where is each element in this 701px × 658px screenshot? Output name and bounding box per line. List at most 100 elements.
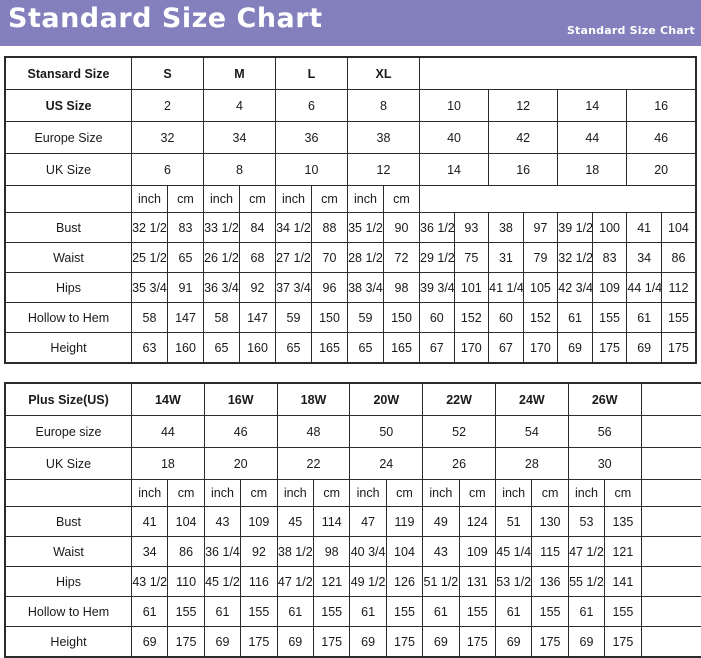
row-label-header: Plus Size(US) <box>4 382 132 416</box>
measurement-value: 92 <box>239 272 276 303</box>
measurement-value: 38 3/4 <box>347 272 384 303</box>
measurement-value: 43 1/2 <box>130 566 169 597</box>
measurement-value: 39 1/2 <box>557 212 593 243</box>
table-row: Hips 43 1/2 110 45 1/2 116 47 1/2 121 49 1/2 126… <box>4 566 701 597</box>
unit-header: inch <box>275 185 312 213</box>
unit-header: cm <box>167 185 204 213</box>
size-group-header: 18W <box>276 382 351 416</box>
table-row: Waist 25 1/2 65 26 1/2 68 27 1/2 70 28 1/2 72 29 … <box>4 242 697 273</box>
measurement-value: 69 <box>422 626 460 658</box>
size-value: 56 <box>567 415 642 448</box>
empty-cell <box>640 479 701 507</box>
measurement-value: 61 <box>203 596 242 627</box>
measurement-value: 93 <box>453 212 490 243</box>
row-label: UK Size <box>4 447 132 480</box>
unit-header: inch <box>130 479 169 507</box>
row-label: Hips <box>4 566 132 597</box>
measurement-value: 61 <box>130 596 169 627</box>
plus-size-table: Plus Size(US) 14W 16W 18W 20W 22W 24W 26W Europe… <box>4 382 701 658</box>
measurement-value: 175 <box>167 626 205 658</box>
unit-header: inch <box>203 185 240 213</box>
unit-header: inch <box>567 479 606 507</box>
table-row: US Size 2 4 6 8 10 12 14 16 <box>4 89 697 122</box>
size-value: 30 <box>567 447 642 480</box>
table-row: UK Size 18 20 22 24 26 28 30 <box>4 447 701 480</box>
unit-header: cm <box>311 185 348 213</box>
table-row: Bust 41 104 43 109 45 114 47 119 49 124 51 130 53 135 <box>4 506 701 537</box>
page-title: Standard Size Chart <box>8 3 323 34</box>
measurement-value: 67 <box>488 332 524 364</box>
size-value: 50 <box>349 415 424 448</box>
measurement-value: 44 1/4 <box>626 272 662 303</box>
measurement-value: 155 <box>531 596 569 627</box>
measurement-value: 33 1/2 <box>203 212 240 243</box>
size-value: 44 <box>557 121 628 154</box>
measurement-value: 25 1/2 <box>131 242 168 273</box>
size-value: 46 <box>626 121 697 154</box>
measurement-value: 147 <box>167 302 204 333</box>
size-value: 8 <box>203 153 276 186</box>
measurement-value: 124 <box>458 506 496 537</box>
table-row: Europe size 44 46 48 50 52 54 56 <box>4 415 701 448</box>
size-group-header: 24W <box>494 382 569 416</box>
size-value: 34 <box>203 121 276 154</box>
size-group-header: S <box>131 56 204 90</box>
unit-header: inch <box>349 479 387 507</box>
measurement-value: 41 1/4 <box>488 272 524 303</box>
measurement-value: 86 <box>660 242 697 273</box>
unit-header: inch <box>131 185 168 213</box>
size-value: 48 <box>276 415 351 448</box>
row-label: Europe size <box>4 415 132 448</box>
measurement-value: 83 <box>591 242 628 273</box>
measurement-value: 155 <box>604 596 642 627</box>
measurement-value: 98 <box>312 536 351 567</box>
unit-header: cm <box>240 479 278 507</box>
measurement-value: 32 1/2 <box>131 212 168 243</box>
measurement-value: 116 <box>240 566 278 597</box>
measurement-value: 61 <box>567 596 606 627</box>
measurement-value: 175 <box>604 626 642 658</box>
size-value: 14 <box>557 89 628 122</box>
row-label: Hips <box>4 272 132 303</box>
size-value: 54 <box>494 415 569 448</box>
measurement-value: 47 <box>349 506 387 537</box>
measurement-value: 41 <box>130 506 169 537</box>
measurement-value: 75 <box>453 242 490 273</box>
size-value: 26 <box>422 447 496 480</box>
measurement-value: 175 <box>312 626 351 658</box>
unit-header: cm <box>383 185 420 213</box>
measurement-value: 53 1/2 <box>494 566 533 597</box>
unit-header: cm <box>385 479 424 507</box>
page-banner: Standard Size Chart Standard Size Chart <box>0 0 701 46</box>
measurement-value: 43 <box>203 506 242 537</box>
measurement-value: 86 <box>167 536 205 567</box>
unit-header: cm <box>458 479 496 507</box>
measurement-value: 88 <box>311 212 348 243</box>
measurement-value: 65 <box>347 332 384 364</box>
measurement-value: 55 1/2 <box>567 566 606 597</box>
table-row: Waist 34 86 36 1/4 92 38 1/2 98 40 3/4 104 43 109 4… <box>4 536 701 567</box>
size-group-header: XL <box>347 56 420 90</box>
measurement-value: 100 <box>591 212 628 243</box>
table-row: Hollow to Hem 61 155 61 155 61 155 61 155 61 155 61… <box>4 596 701 627</box>
measurement-value: 69 <box>626 332 662 364</box>
measurement-value: 72 <box>383 242 420 273</box>
measurement-value: 91 <box>167 272 204 303</box>
measurement-value: 61 <box>349 596 387 627</box>
measurement-value: 35 3/4 <box>131 272 168 303</box>
measurement-value: 104 <box>167 506 205 537</box>
unit-header: inch <box>347 185 384 213</box>
measurement-value: 141 <box>604 566 642 597</box>
unit-header: inch <box>422 479 460 507</box>
measurement-value: 38 1/2 <box>276 536 314 567</box>
size-value: 28 <box>494 447 569 480</box>
empty-cell <box>640 382 701 416</box>
measurement-value: 115 <box>531 536 569 567</box>
measurement-value: 121 <box>312 566 351 597</box>
unit-header: inch <box>494 479 533 507</box>
standard-size-table-wrapper: Stansard Size S M L XL US Size 2 4 6 8 10 12 14 16 Eur… <box>4 56 697 364</box>
table-row: inch cm inch cm inch cm inch cm inch cm inch cm inch… <box>4 479 701 507</box>
measurement-value: 155 <box>660 302 697 333</box>
measurement-value: 69 <box>557 332 593 364</box>
measurement-value: 155 <box>240 596 278 627</box>
